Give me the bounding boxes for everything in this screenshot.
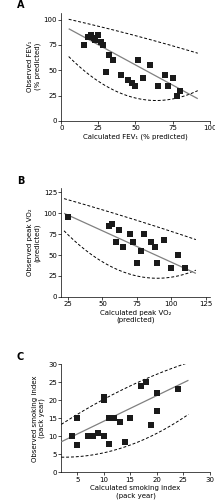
Point <box>102 432 105 440</box>
Y-axis label: Observed peak VO₂
(predicted): Observed peak VO₂ (predicted) <box>27 208 41 276</box>
Point <box>86 432 89 440</box>
Point <box>108 222 111 230</box>
Point <box>142 230 145 238</box>
Point <box>75 414 79 422</box>
Point <box>92 34 96 42</box>
Point <box>118 418 121 426</box>
Point <box>70 432 74 440</box>
Point <box>128 230 132 238</box>
Point <box>121 242 125 250</box>
Point <box>111 56 115 64</box>
Point <box>169 264 173 272</box>
Point <box>155 389 158 397</box>
Y-axis label: Observed smoking index
(pack year): Observed smoking index (pack year) <box>32 375 45 462</box>
Point <box>102 392 105 400</box>
Point <box>82 41 85 49</box>
Point <box>139 247 143 255</box>
X-axis label: Calculated peak VO₂
(predicted): Calculated peak VO₂ (predicted) <box>100 310 171 323</box>
Point <box>97 31 100 39</box>
Point <box>134 82 137 90</box>
Point <box>115 238 118 246</box>
Point <box>107 414 111 422</box>
Point <box>135 260 138 268</box>
Point <box>178 86 182 94</box>
Text: C: C <box>17 352 24 362</box>
Point <box>150 422 153 430</box>
Point <box>75 442 79 450</box>
Point <box>91 432 95 440</box>
Point <box>149 61 152 69</box>
Point <box>128 414 132 422</box>
Point <box>100 38 103 46</box>
Point <box>156 260 159 268</box>
X-axis label: Calculated smoking index
(pack year): Calculated smoking index (pack year) <box>90 486 181 499</box>
Point <box>139 382 143 390</box>
Point <box>166 82 170 90</box>
Point <box>66 214 70 222</box>
Point <box>131 80 134 88</box>
Y-axis label: Observed FEV₁
(% predicted): Observed FEV₁ (% predicted) <box>27 41 41 92</box>
Point <box>176 386 180 394</box>
Point <box>126 76 130 84</box>
Point <box>131 238 134 246</box>
Point <box>112 414 116 422</box>
Point <box>155 407 158 415</box>
Point <box>137 56 140 64</box>
Point <box>101 41 104 49</box>
Point <box>163 72 167 80</box>
Point <box>117 226 121 234</box>
Point <box>102 396 105 404</box>
Point <box>107 51 111 59</box>
Point <box>141 74 144 82</box>
Point <box>153 242 156 250</box>
Point <box>144 378 148 386</box>
Text: B: B <box>17 176 24 186</box>
Point <box>110 220 114 228</box>
Point <box>183 264 187 272</box>
Text: A: A <box>17 0 24 10</box>
Point <box>171 74 174 82</box>
Point <box>119 72 122 80</box>
Point <box>97 428 100 436</box>
Point <box>86 33 90 41</box>
Point <box>104 68 108 76</box>
Point <box>175 92 179 100</box>
Point <box>107 440 111 448</box>
Point <box>149 238 152 246</box>
Point <box>176 251 180 259</box>
Point <box>163 236 166 244</box>
Point <box>156 82 159 90</box>
X-axis label: Calculated FEV₁ (% predicted): Calculated FEV₁ (% predicted) <box>83 134 188 140</box>
Point <box>94 36 97 44</box>
Point <box>89 31 93 39</box>
Point <box>123 438 127 446</box>
